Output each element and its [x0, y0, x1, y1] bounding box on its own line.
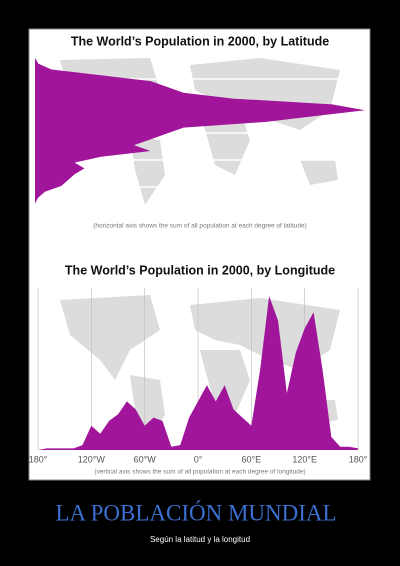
- x-tick-label: 60°W: [134, 454, 157, 464]
- chart-title: The World’s Population in 2000, by Longi…: [65, 263, 335, 277]
- population-area: [35, 57, 365, 210]
- poster-title: LA POBLACIÓN MUNDIAL: [55, 499, 336, 525]
- chart-title: The World’s Population in 2000, by Latit…: [71, 34, 329, 48]
- x-tick-label: 120°W: [78, 454, 106, 464]
- x-tick-label: 120°E: [292, 454, 317, 464]
- chart-note: (vertical axis shows the sum of all popu…: [94, 469, 305, 476]
- population-area: [38, 296, 358, 450]
- x-tick-label: 60°E: [242, 454, 262, 464]
- chart-note: (horizontal axis shows the sum of all po…: [93, 223, 307, 230]
- poster-subtitle: Según la latitud y la longitud: [150, 535, 250, 544]
- x-tick-label: 0°: [194, 454, 203, 464]
- x-tick-label: 180°: [29, 454, 48, 464]
- x-tick-label: 180°: [349, 454, 368, 464]
